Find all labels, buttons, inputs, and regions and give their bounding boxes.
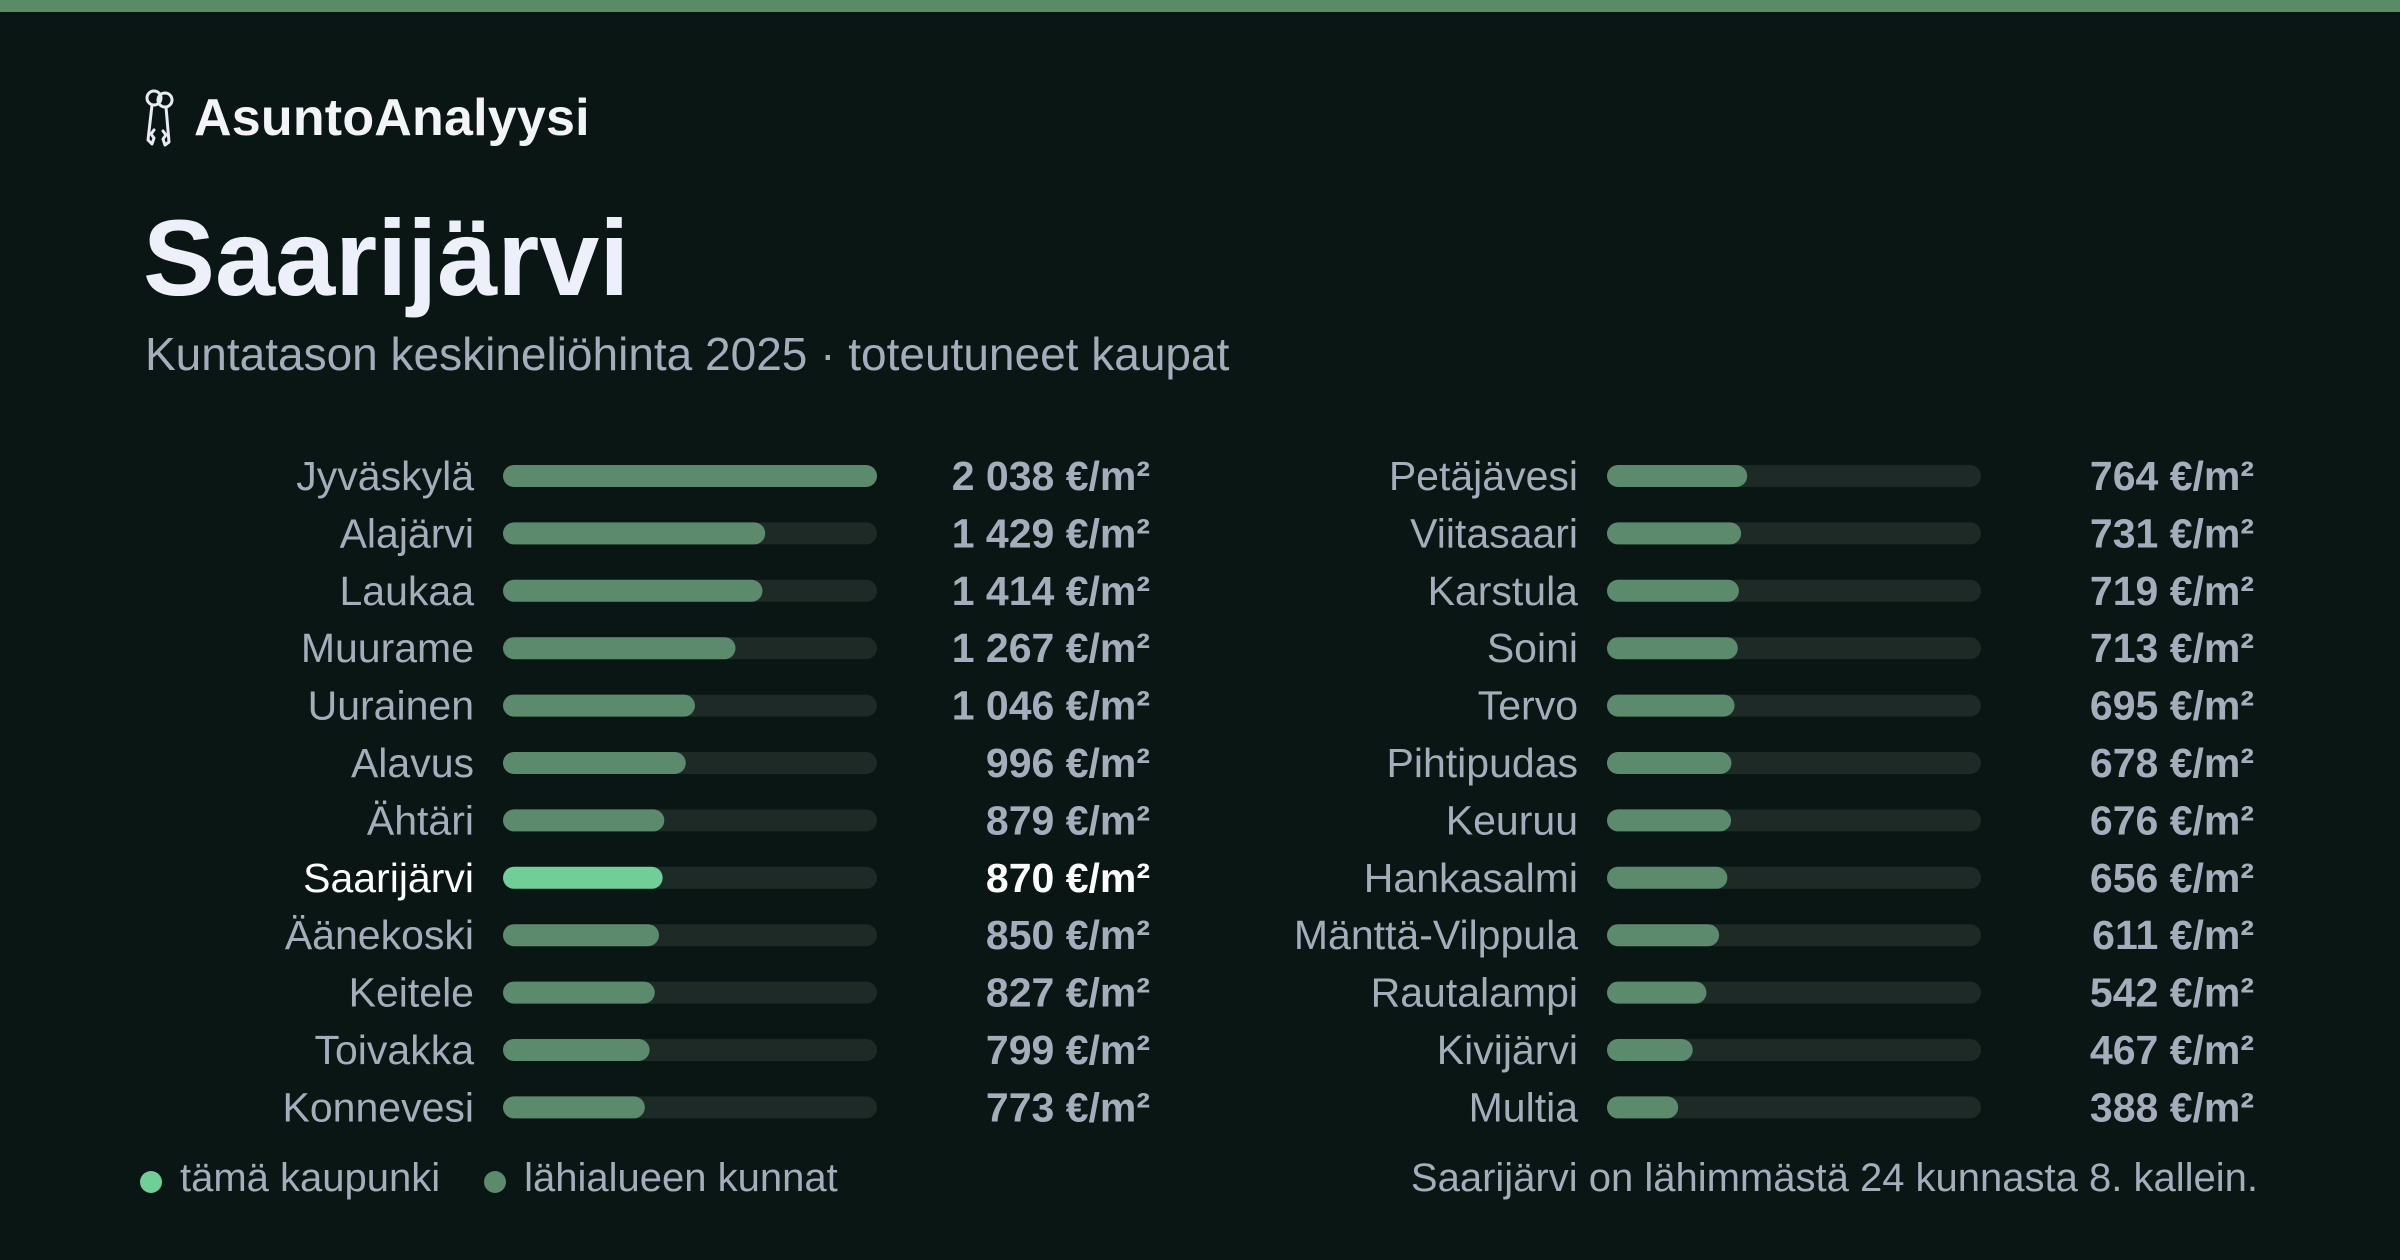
bar-value-label: 850 €/m² — [986, 912, 1150, 958]
bar-value-label: 773 €/m² — [986, 1084, 1150, 1130]
bar-value-label: 695 €/m² — [2090, 683, 2254, 729]
bar — [503, 924, 659, 947]
bar-value-label: 1 414 €/m² — [952, 568, 1150, 614]
brand-name: AsuntoAnalyysi — [194, 89, 590, 147]
bar-value-label: 719 €/m² — [2090, 568, 2254, 614]
bar-value-label: 542 €/m² — [2090, 970, 2254, 1016]
bar — [1607, 1096, 1679, 1119]
legend-label-this-city: tämä kaupunki — [180, 1155, 441, 1200]
bar-value-label: 676 €/m² — [2090, 797, 2254, 843]
bar-label: Mänttä-Vilppula — [1294, 912, 1578, 958]
bar-value-label: 388 €/m² — [2090, 1084, 2254, 1130]
bar — [1607, 694, 1735, 717]
bar — [503, 866, 663, 889]
bar-value-label: 731 €/m² — [2090, 510, 2254, 556]
bar-label: Toivakka — [314, 1027, 474, 1073]
bar-label: Laukaa — [339, 568, 474, 614]
bar — [1607, 465, 1748, 487]
bar-label: Jyväskylä — [296, 453, 474, 499]
bar — [1607, 809, 1732, 832]
bar-value-label: 996 €/m² — [986, 740, 1150, 786]
bar-value-label: 879 €/m² — [986, 797, 1150, 843]
page-title: Saarijärvi — [143, 197, 630, 318]
keys-icon — [145, 89, 174, 147]
bar-label: Saarijärvi — [303, 855, 474, 901]
bar-value-label: 764 €/m² — [2090, 453, 2254, 499]
brand: AsuntoAnalyysi — [140, 88, 590, 148]
bar-value-label: 1 429 €/m² — [952, 510, 1150, 556]
legend-label-neighbors: lähialueen kunnat — [524, 1155, 838, 1200]
bar — [1607, 924, 1720, 947]
legend-dot-highlight — [140, 1171, 162, 1193]
bar-label: Keitele — [349, 970, 474, 1016]
bar-label: Hankasalmi — [1364, 855, 1578, 901]
bar-label: Uurainen — [308, 683, 474, 729]
bar — [503, 1096, 645, 1119]
bar-label: Ähtäri — [367, 797, 474, 843]
bar-value-label: 1 267 €/m² — [952, 625, 1150, 671]
bar-label: Pihtipudas — [1387, 740, 1578, 786]
legend-item-this-city: tämä kaupunki — [140, 1156, 440, 1201]
bar-label: Konnevesi — [283, 1084, 474, 1130]
bar-label: Kivijärvi — [1437, 1027, 1578, 1073]
bar-track — [1607, 1096, 1981, 1119]
bar — [503, 694, 695, 717]
bar-label: Karstula — [1428, 568, 1579, 614]
bar-value-label: 827 €/m² — [986, 970, 1150, 1016]
bar — [1607, 981, 1707, 1004]
bar — [503, 981, 655, 1004]
bar-value-label: 1 046 €/m² — [952, 683, 1150, 729]
bar — [503, 522, 766, 545]
bar-value-label: 799 €/m² — [986, 1027, 1150, 1073]
bar-label: Soini — [1487, 625, 1578, 671]
rank-footnote: Saarijärvi on lähimmästä 24 kunnasta 8. … — [1410, 1155, 2258, 1200]
bar — [503, 752, 686, 774]
bar — [1607, 579, 1739, 602]
bar — [1607, 637, 1738, 660]
bar-label: Petäjävesi — [1389, 453, 1578, 499]
bar-label: Muurame — [301, 625, 474, 671]
legend-item-neighbors: lähialueen kunnat — [484, 1156, 838, 1201]
bar — [1607, 1039, 1693, 1061]
bar-value-label: 656 €/m² — [2090, 855, 2254, 901]
page-subtitle: Kuntatason keskineliöhinta 2025 · toteut… — [145, 328, 1230, 380]
top-accent-bar — [0, 0, 2400, 12]
bar-label: Rautalampi — [1371, 970, 1578, 1016]
bar-label: Alajärvi — [340, 510, 474, 556]
legend: tämä kaupunki lähialueen kunnat — [140, 1148, 882, 1208]
bar-label: Äänekoski — [285, 912, 474, 958]
bar-value-label: 467 €/m² — [2090, 1027, 2254, 1073]
bar-label: Tervo — [1478, 683, 1578, 729]
bar-value-label: 870 €/m² — [986, 855, 1150, 901]
bar-label: Alavus — [351, 740, 474, 786]
bar-track — [1607, 1039, 1981, 1061]
bar-label: Viitasaari — [1410, 510, 1578, 556]
bar — [503, 579, 763, 602]
bar — [1607, 866, 1728, 889]
bar-value-label: 713 €/m² — [2090, 625, 2254, 671]
bar — [503, 1039, 650, 1061]
bar — [503, 637, 736, 660]
bar-value-label: 611 €/m² — [2092, 912, 2254, 958]
legend-dot-neighbors — [484, 1171, 507, 1193]
bar-label: Multia — [1469, 1084, 1579, 1130]
bar — [503, 465, 877, 487]
bar-label: Keuruu — [1446, 797, 1578, 843]
bar-value-label: 2 038 €/m² — [952, 453, 1150, 499]
bar-value-label: 678 €/m² — [2090, 740, 2254, 786]
bar — [1607, 522, 1742, 545]
bar — [1607, 752, 1732, 774]
bar — [503, 809, 665, 832]
